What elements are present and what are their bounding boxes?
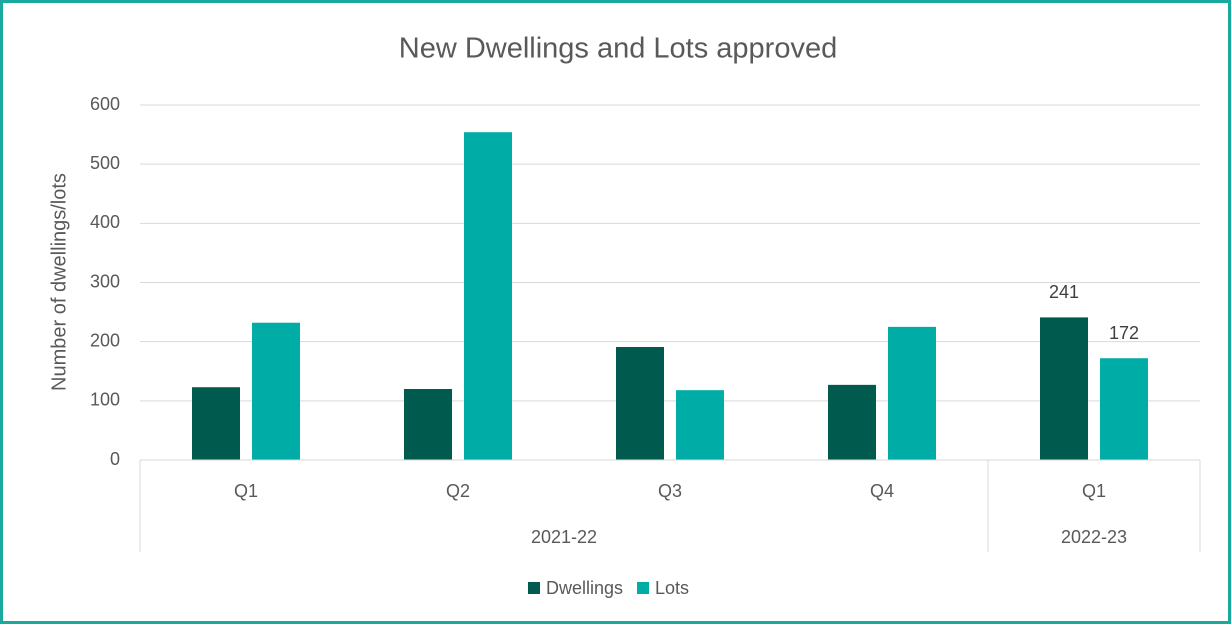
bar (676, 390, 724, 460)
bar (888, 326, 936, 460)
x-tick-label: Q2 (446, 481, 470, 501)
y-tick-label: 500 (90, 153, 120, 173)
y-tick-label: 400 (90, 212, 120, 232)
legend-label: Lots (655, 578, 689, 598)
y-tick-label: 300 (90, 271, 120, 291)
legend-swatch (528, 582, 540, 594)
y-tick-label: 600 (90, 94, 120, 114)
x-tick-label: Q1 (234, 481, 258, 501)
bar (252, 322, 300, 460)
data-label: 241 (1049, 282, 1079, 302)
group-label: 2021-22 (531, 527, 597, 547)
y-tick-label: 200 (90, 330, 120, 350)
y-tick-label: 0 (110, 449, 120, 469)
chart-title: New Dwellings and Lots approved (399, 33, 837, 65)
x-tick-label: Q3 (658, 481, 682, 501)
data-label: 172 (1109, 323, 1139, 343)
bar (616, 346, 664, 460)
bar (1100, 358, 1148, 460)
bar (464, 132, 512, 460)
x-tick-label: Q4 (870, 481, 894, 501)
group-label: 2022-23 (1061, 527, 1127, 547)
y-axis-label: Number of dwellings/lots (48, 173, 70, 391)
bar (404, 389, 452, 460)
y-tick-label: 100 (90, 390, 120, 410)
bar (192, 387, 240, 460)
bar (1040, 317, 1088, 460)
x-tick-label: Q1 (1082, 481, 1106, 501)
legend-label: Dwellings (546, 578, 623, 598)
legend-swatch (637, 582, 650, 594)
bar (828, 384, 876, 460)
